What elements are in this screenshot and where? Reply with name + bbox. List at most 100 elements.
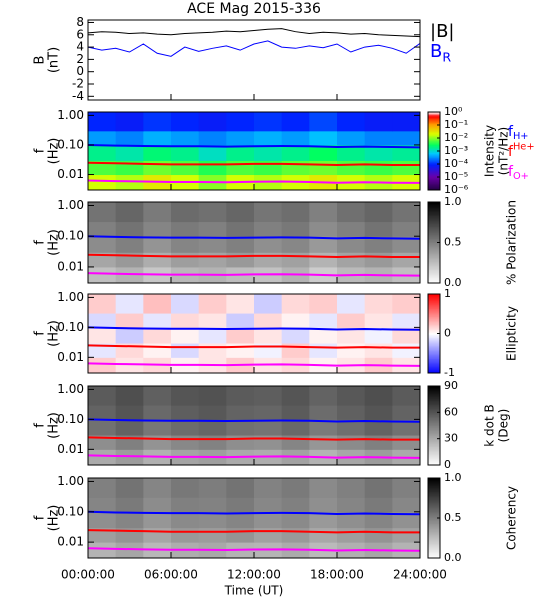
heatmap-cell — [281, 386, 310, 406]
colorbar-swatch — [428, 203, 440, 206]
colorbar-swatch — [428, 322, 440, 325]
legend-sub: R — [442, 49, 451, 64]
colorbar-swatch — [428, 349, 440, 352]
heatmap-cell — [254, 294, 283, 314]
x-tick-label: 18:00:00 — [310, 568, 364, 582]
colorbar-swatch — [428, 218, 440, 221]
heatmap-cell — [254, 343, 283, 358]
colorbar-swatch — [428, 345, 440, 348]
colorbar-swatch — [428, 113, 440, 116]
colorbar-swatch — [428, 126, 440, 129]
colorbar-swatch — [428, 139, 440, 142]
colorbar-swatch — [428, 361, 440, 363]
colorbar-swatch — [428, 300, 440, 303]
heatmap-cell — [337, 386, 366, 406]
heatmap-cell — [88, 511, 117, 529]
plot-area — [88, 28, 420, 57]
heatmap-cell — [198, 202, 227, 223]
series-line — [88, 454, 420, 459]
colorbar-frame — [427, 385, 441, 466]
colorbar-swatch — [428, 353, 440, 356]
series-line — [88, 179, 420, 184]
heatmap-cell — [392, 419, 420, 436]
colorbar-swatch — [428, 274, 440, 277]
colorbar-swatch — [428, 447, 440, 450]
heatmap-cell — [392, 202, 420, 223]
heatmap-cell — [226, 405, 255, 420]
x-axis-label: Time (UT) — [224, 584, 284, 598]
colorbar-swatch — [428, 550, 440, 552]
colorbar-swatch — [428, 520, 440, 523]
legend-name: f — [508, 164, 514, 180]
heatmap-cell — [309, 511, 338, 529]
heatmap-cell — [143, 435, 172, 450]
colorbar-swatch — [428, 484, 440, 487]
heatmap-cell — [143, 386, 172, 406]
heatmap-cell — [254, 405, 283, 420]
heatmap-cell — [88, 449, 117, 465]
heatmap-cell — [254, 221, 283, 237]
heatmap-cell — [226, 236, 255, 253]
colorbar-swatch — [428, 169, 440, 171]
colorbar-swatch — [428, 239, 440, 242]
heatmap-cell — [171, 221, 200, 237]
colorbar-swatch — [428, 416, 440, 419]
heatmap-cell — [115, 386, 144, 406]
colorbar-swatch — [428, 507, 440, 510]
heatmap-cell — [115, 130, 144, 146]
heatmap-cell — [88, 174, 117, 190]
heatmap-cell — [392, 386, 420, 406]
heatmap-cell — [171, 130, 200, 146]
colorbar-swatch — [428, 451, 440, 454]
heatmap-cell — [254, 313, 283, 328]
colorbar-swatch — [428, 128, 440, 131]
heatmap-cell — [309, 419, 338, 436]
heatmap-cell — [88, 221, 117, 237]
heatmap-cell — [143, 202, 172, 223]
colorbar-swatch — [428, 243, 440, 246]
colorbar-swatch — [428, 250, 440, 253]
colorbar-swatch — [428, 309, 440, 312]
colorbar-swatch — [428, 492, 440, 495]
colorbar-swatch — [428, 223, 440, 226]
heatmap-cell — [198, 130, 227, 146]
colorbar-tick-label: 1 — [444, 287, 451, 300]
colorbar-swatch — [428, 510, 440, 512]
heatmap-cell — [309, 435, 338, 450]
colorbar-swatch — [428, 212, 440, 215]
colorbar-swatch — [428, 392, 440, 395]
y-tick-label: -4 — [72, 89, 84, 103]
heatmap-cell — [281, 327, 310, 344]
heatmap-cell — [226, 527, 255, 543]
colorbar-swatch — [428, 554, 440, 556]
heatmap-cell — [392, 252, 420, 268]
series-line — [88, 436, 420, 441]
colorbar-swatch — [428, 175, 440, 178]
colorbar-swatch — [428, 226, 440, 229]
heatmap-cell — [364, 144, 393, 161]
heatmap-cell — [88, 266, 117, 283]
heatmap-cell — [171, 236, 200, 253]
colorbar-swatch — [428, 138, 440, 140]
heatmap-cell — [254, 327, 283, 344]
colorbar-swatch — [428, 173, 440, 175]
heatmap-cell — [198, 160, 227, 176]
heatmap-cell — [198, 327, 227, 344]
colorbar-swatch — [428, 157, 440, 160]
heatmap-cell — [364, 386, 393, 406]
series-line — [88, 344, 420, 349]
colorbar-swatch — [428, 514, 440, 516]
colorbar-swatch — [428, 170, 440, 173]
colorbar-swatch — [428, 265, 440, 268]
heatmap-cell — [143, 313, 172, 328]
colorbar-swatch — [428, 229, 440, 231]
colorbar-swatch — [428, 305, 440, 308]
colorbar-swatch — [428, 512, 440, 515]
heatmap-cell — [364, 511, 393, 529]
colorbar-swatch — [428, 434, 440, 437]
colorbar-swatch — [428, 333, 440, 336]
heatmap-cell — [226, 202, 255, 223]
heatmap-cell — [198, 511, 227, 529]
series-line — [88, 510, 420, 516]
